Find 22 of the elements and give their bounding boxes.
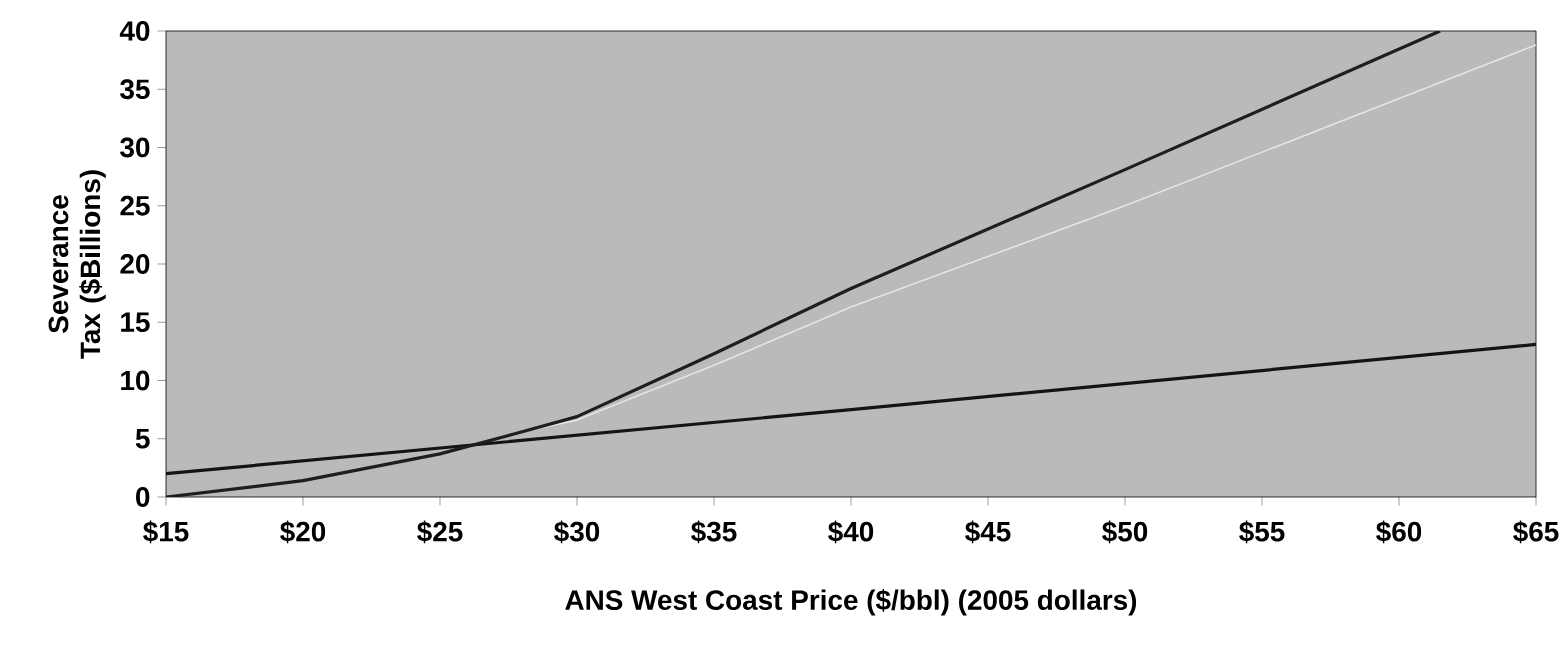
x-axis-title: ANS West Coast Price ($/bbl) (2005 dollars) xyxy=(565,588,1137,616)
y-axis-title: Severance Tax ($Billions) xyxy=(48,170,106,359)
y-tick-label: 20 xyxy=(120,254,150,274)
x-tick-label: $15 xyxy=(143,520,189,544)
y-tick-label: 25 xyxy=(120,195,150,216)
x-tick-label: $35 xyxy=(691,520,737,544)
y-tick-label: 15 xyxy=(121,312,150,332)
y-tick-label: 30 xyxy=(120,137,150,158)
x-tick-label: $45 xyxy=(965,520,1011,544)
y-tick-label: 0 xyxy=(136,487,150,507)
y-tick-label: 5 xyxy=(135,429,150,449)
x-tick-label: $40 xyxy=(828,520,874,544)
x-tick-label: $25 xyxy=(417,520,463,544)
y-tick-label: 40 xyxy=(119,21,150,41)
x-tick-label: $30 xyxy=(554,520,600,544)
x-tick-label: $65 xyxy=(1513,520,1559,544)
x-tick-label: $50 xyxy=(1102,520,1148,544)
y-tick-label: 35 xyxy=(120,79,150,100)
x-tick-label: $60 xyxy=(1376,520,1422,544)
x-tick-label: $55 xyxy=(1239,520,1285,544)
x-tick-label: $20 xyxy=(280,520,326,544)
y-tick-label: 10 xyxy=(121,370,150,391)
